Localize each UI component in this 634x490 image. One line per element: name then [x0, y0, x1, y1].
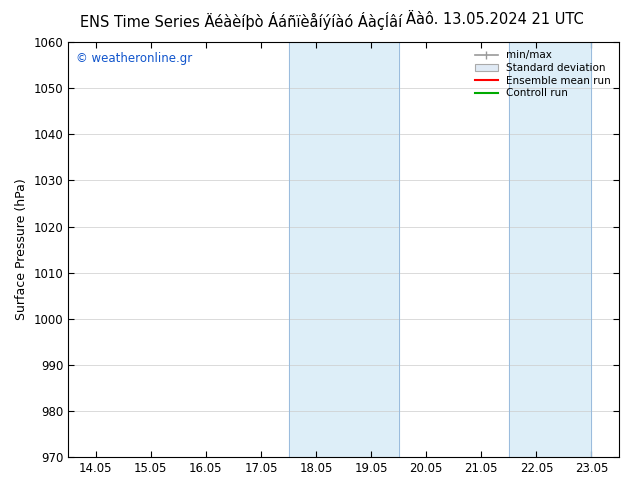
Legend: min/max, Standard deviation, Ensemble mean run, Controll run: min/max, Standard deviation, Ensemble me… [472, 47, 614, 101]
Bar [509, 42, 592, 457]
Text: ENS Time Series Äéàèíþò Ááñïèåíýíàó ÁàçÍâí: ENS Time Series Äéàèíþò Ááñïèåíýíàó ÁàçÍ… [80, 12, 402, 30]
Bar [288, 42, 399, 457]
Text: Äàô. 13.05.2024 21 UTC: Äàô. 13.05.2024 21 UTC [406, 12, 583, 27]
Text: © weatheronline.gr: © weatheronline.gr [77, 52, 193, 66]
Y-axis label: Surface Pressure (hPa): Surface Pressure (hPa) [15, 179, 28, 320]
